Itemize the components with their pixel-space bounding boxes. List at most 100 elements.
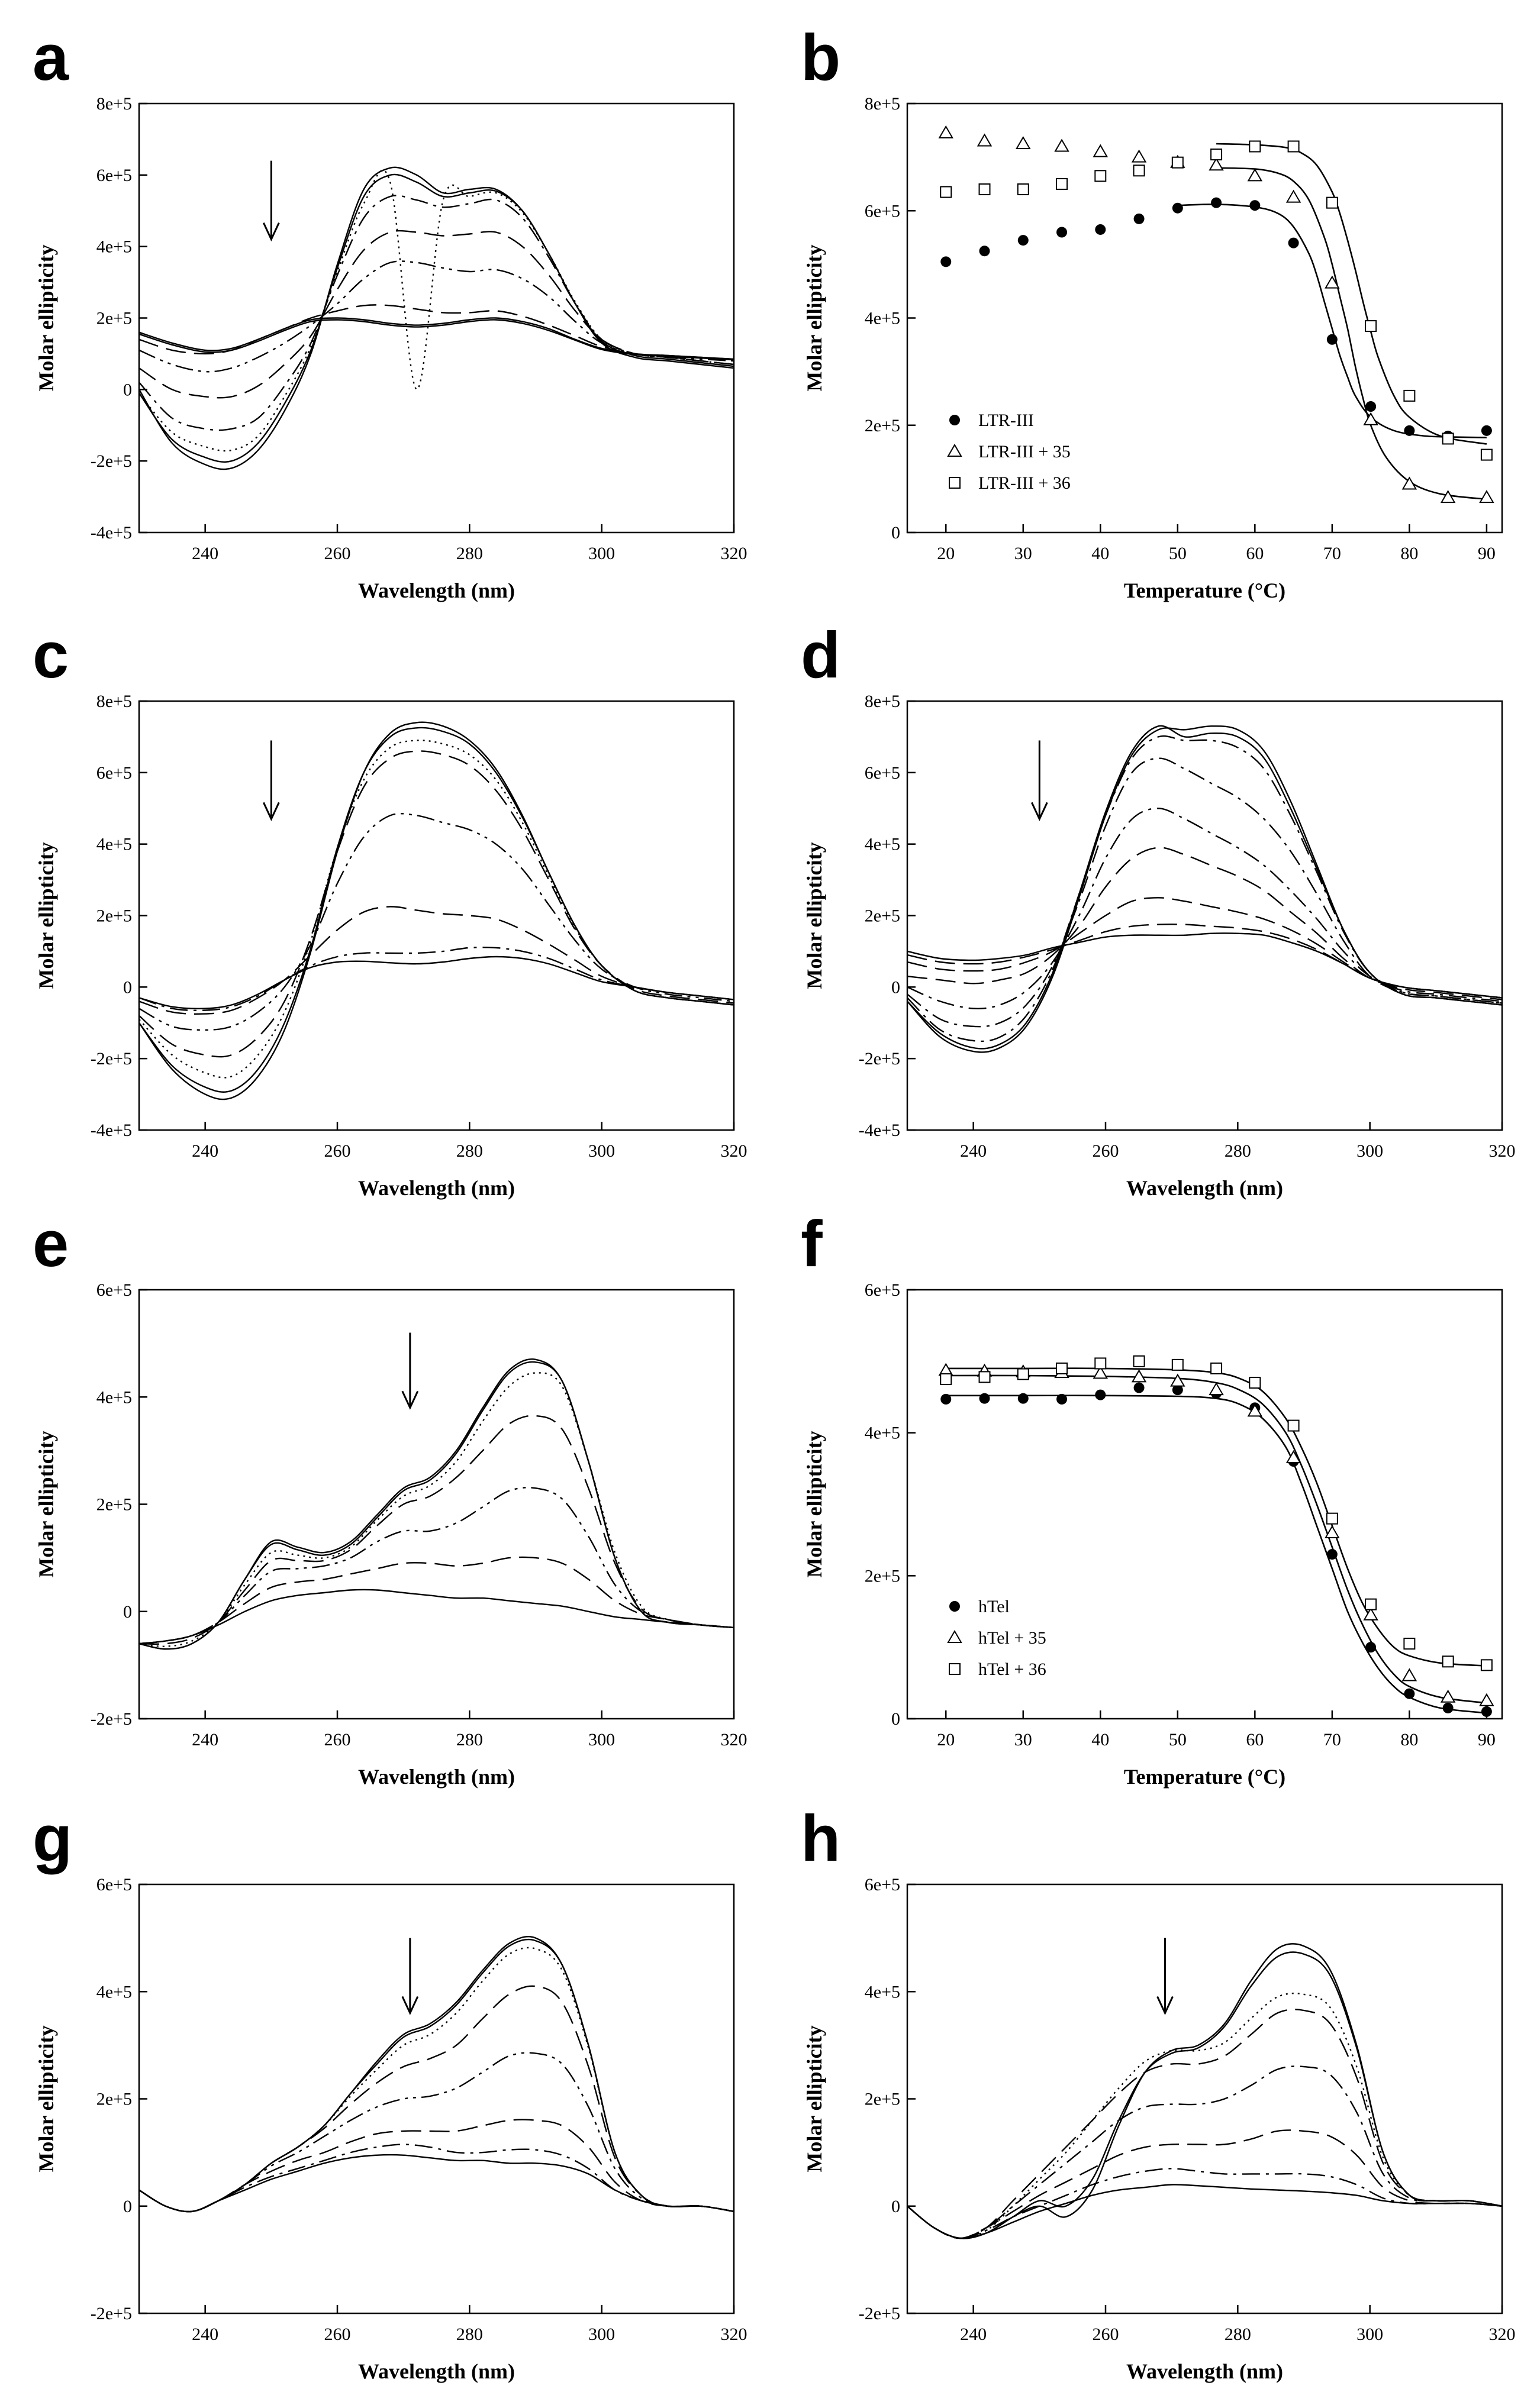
panel-letter: c xyxy=(33,619,69,692)
y-tick-label: -2e+5 xyxy=(859,1049,900,1069)
arrow-head xyxy=(401,1390,419,1410)
spectrum-line-s5 xyxy=(907,2065,1502,2239)
data-point xyxy=(1363,1607,1378,1621)
x-tick-label: 260 xyxy=(324,2325,351,2344)
x-axis-label: Temperature (°C) xyxy=(1124,579,1285,602)
y-tick-label: 8e+5 xyxy=(865,692,900,711)
y-axis-label: Molar ellipticity xyxy=(34,244,58,391)
data-point xyxy=(1363,412,1378,425)
panel-h: h -2e+5 0 2e+5 4e+5 6e+5 240 260 280 300 320 Wavele… xyxy=(801,1802,1516,2383)
panel-letter: e xyxy=(33,1208,69,1280)
data-point xyxy=(1172,202,1183,214)
y-tick-label: 0 xyxy=(891,977,900,997)
y-tick-label: 6e+5 xyxy=(96,1280,132,1300)
spectrum-line-s2 xyxy=(139,1361,734,1650)
data-point xyxy=(1247,1403,1263,1417)
data-point xyxy=(1326,334,1338,345)
y-axis-label: Molar ellipticity xyxy=(34,842,58,989)
data-point xyxy=(1285,1450,1301,1463)
spectrum-line-s1 xyxy=(139,1358,734,1650)
legend-label: LTR-III + 36 xyxy=(978,473,1071,493)
plot-frame xyxy=(138,1289,735,1720)
data-point xyxy=(1133,1355,1145,1367)
spectrum-line-s7 xyxy=(907,2168,1502,2239)
y-axis-label: Molar ellipticity xyxy=(34,2025,58,2172)
legend-marker xyxy=(947,1630,962,1643)
x-tick-label: 40 xyxy=(1091,544,1109,563)
arrow-head xyxy=(262,222,280,242)
y-tick-label: 6e+5 xyxy=(865,201,900,221)
x-tick-label: 240 xyxy=(960,1141,987,1161)
plot-area xyxy=(907,1943,1502,2239)
x-tick-label: 70 xyxy=(1323,1730,1341,1749)
data-point xyxy=(1094,1357,1107,1370)
data-point xyxy=(1095,224,1106,235)
x-axis-label: Wavelength (nm) xyxy=(358,579,515,602)
data-point xyxy=(1287,140,1300,153)
spectrum-line-s3 xyxy=(139,1372,734,1647)
data-point xyxy=(979,1393,990,1404)
data-point xyxy=(1326,1549,1338,1560)
data-point xyxy=(1133,1382,1145,1393)
x-tick-label: 320 xyxy=(721,1141,747,1161)
fit-curve xyxy=(946,1367,1487,1667)
data-point xyxy=(1054,138,1069,152)
x-tick-label: 320 xyxy=(721,1730,747,1749)
spectrum-line-s5 xyxy=(139,1487,734,1645)
spectrum-line-s2 xyxy=(139,173,734,463)
y-tick-label: -2e+5 xyxy=(859,2304,900,2323)
data-point xyxy=(1017,1368,1029,1380)
y-tick-label: -4e+5 xyxy=(91,1121,132,1140)
legend-marker xyxy=(949,1663,961,1675)
legend-marker xyxy=(949,477,961,489)
panel-g: g -2e+5 0 2e+5 4e+5 6e+5 240 260 280 300 320 Wavele… xyxy=(33,1802,747,2383)
panel-e: e -2e+5 0 2e+5 4e+5 6e+5 240 260 280 300 320 Wavele… xyxy=(33,1208,747,1789)
spectrum-line-s5 xyxy=(139,812,734,1031)
panel-letter: h xyxy=(801,1802,840,1875)
x-tick-label: 30 xyxy=(1014,1730,1032,1749)
data-point xyxy=(1209,1382,1224,1396)
x-tick-label: 300 xyxy=(1356,1141,1383,1161)
x-tick-label: 240 xyxy=(192,544,218,563)
x-tick-label: 300 xyxy=(588,1730,615,1749)
data-point xyxy=(1480,448,1493,461)
data-point xyxy=(1285,189,1301,203)
y-tick-label: -2e+5 xyxy=(91,451,132,471)
y-tick-label: 4e+5 xyxy=(96,1387,132,1407)
x-tick-label: 280 xyxy=(456,2325,483,2344)
spectrum-line-s6 xyxy=(139,1556,734,1645)
y-tick-label: 4e+5 xyxy=(96,1982,132,2002)
data-point xyxy=(1211,197,1222,208)
x-tick-label: 320 xyxy=(1489,1141,1516,1161)
y-tick-label: 4e+5 xyxy=(96,835,132,854)
x-tick-label: 90 xyxy=(1478,544,1496,563)
x-tick-label: 260 xyxy=(1093,2325,1119,2344)
fit-curve xyxy=(946,1395,1487,1714)
spectrum-line-s1 xyxy=(907,725,1502,1053)
data-point xyxy=(1325,1525,1340,1538)
legend-label: LTR-III + 35 xyxy=(978,442,1071,461)
panel-letter: b xyxy=(801,21,840,94)
data-point xyxy=(1401,476,1417,490)
x-tick-label: 280 xyxy=(1225,2325,1251,2344)
x-tick-label: 90 xyxy=(1478,1730,1496,1749)
legend-marker xyxy=(947,444,962,457)
x-axis-label: Wavelength (nm) xyxy=(358,2359,515,2383)
spectrum-line-s5 xyxy=(139,230,734,399)
data-point xyxy=(1249,1377,1261,1389)
spectrum-line-s7 xyxy=(907,897,1502,999)
x-tick-label: 260 xyxy=(324,1730,351,1749)
data-point xyxy=(1056,177,1068,190)
panel-b: b 0 2e+5 4e+5 6e+5 8e+5 20 30 40 50 60 70 80 90 Temper… xyxy=(801,21,1503,602)
panel-letter: d xyxy=(801,619,840,692)
data-point xyxy=(1056,1393,1068,1405)
spectrum-line-s6 xyxy=(139,260,734,373)
plot-area xyxy=(139,166,734,470)
spectrum-line-s7 xyxy=(139,1589,734,1645)
spectrum-line-s6 xyxy=(907,847,1502,1000)
y-tick-label: 2e+5 xyxy=(96,906,132,926)
data-point xyxy=(940,1393,952,1405)
data-point xyxy=(940,1373,952,1386)
y-tick-label: -2e+5 xyxy=(91,1049,132,1069)
y-tick-label: 2e+5 xyxy=(96,1495,132,1515)
